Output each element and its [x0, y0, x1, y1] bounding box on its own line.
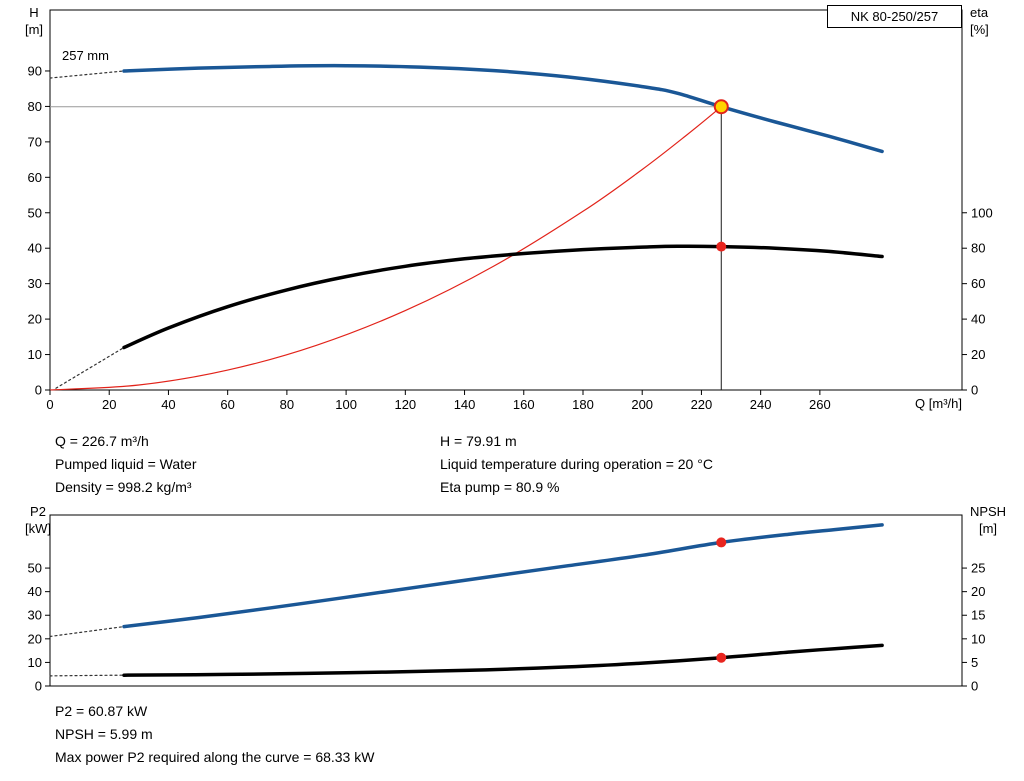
y-left-tick-label: 60 [28, 170, 42, 185]
head-curve [122, 63, 884, 154]
y-left-tick-label: 30 [28, 276, 42, 291]
y-left-tick-label: 20 [28, 312, 42, 327]
y-right-tick-label: 100 [971, 205, 993, 220]
x-tick-label: 60 [220, 397, 234, 412]
npsh-curve-dashed [49, 674, 125, 677]
p2-value: P2 = 60.87 kW [55, 703, 148, 719]
eta-axis-unit: [%] [970, 22, 989, 37]
head-curve-dashed [49, 70, 125, 79]
x-tick-label: 40 [161, 397, 175, 412]
duty-point-marker [713, 99, 729, 115]
npsh-axis-symbol: NPSH [969, 504, 1007, 519]
h-axis-symbol: H [29, 5, 39, 20]
eta-curve [122, 244, 884, 350]
eta-pump: Eta pump = 80.9 % [440, 479, 560, 495]
duty-info-left: Q = 226.7 m³/h Pumped liquid = Water Den… [55, 430, 197, 499]
y-right-tick-label: 40 [971, 312, 985, 327]
y-right-tick-label: 0 [971, 679, 978, 694]
y-left-tick-label: 0 [35, 383, 42, 398]
y-left-tick-label: 50 [28, 205, 42, 220]
p2-duty-marker [716, 537, 727, 548]
hq-eta-chart: 0 10 20 30 40 50 60 70 80 90 0 20 40 60 80 100 0 20 40 60 80… [28, 9, 993, 412]
y-left-tick-label: 0 [35, 679, 42, 694]
h-axis-title: H [m] [16, 4, 52, 38]
plot-frame [49, 514, 963, 687]
x-tick-label: 100 [335, 397, 357, 412]
y-right-tick-label: 0 [971, 383, 978, 398]
eta-axis-title: eta [%] [970, 4, 1016, 38]
x-tick-label: 220 [691, 397, 713, 412]
x-tick-label: 0 [46, 397, 53, 412]
x-tick-label: 200 [631, 397, 653, 412]
pump-name: NK 80-250/257 [850, 9, 939, 24]
y-right-tick-label: 80 [971, 241, 985, 256]
p2-axis-title: P2 [kW] [16, 503, 60, 537]
p2-curve-dashed [49, 625, 125, 638]
density: Density = 998.2 kg/m³ [55, 479, 192, 495]
y-left-tick-label: 80 [28, 99, 42, 114]
x-tick-label: 80 [280, 397, 294, 412]
npsh-curve [122, 643, 884, 677]
npsh-duty-marker [716, 652, 727, 663]
y-right-tick-label: 20 [971, 584, 985, 599]
y-left-tick-label: 20 [28, 631, 42, 646]
q-axis-title: Q [m³/h] [915, 396, 962, 411]
npsh-value: NPSH = 5.99 m [55, 726, 153, 742]
npsh-axis-unit: [m] [978, 521, 998, 536]
y-right-tick-label: 25 [971, 561, 985, 576]
eta-axis-symbol: eta [970, 5, 989, 20]
result-info: P2 = 60.87 kW NPSH = 5.99 m Max power P2… [55, 700, 374, 769]
p2-axis-symbol: P2 [30, 504, 46, 519]
p2-axis-unit: [kW] [25, 521, 51, 536]
x-tick-label: 160 [513, 397, 535, 412]
eta-curve-dashed [55, 346, 125, 389]
y-left-tick-label: 70 [28, 134, 42, 149]
x-tick-label: 120 [394, 397, 416, 412]
pump-name-box: NK 80-250/257 [827, 5, 962, 28]
npsh-axis-title: NPSH [m] [962, 503, 1014, 537]
y-left-tick-label: 10 [28, 655, 42, 670]
x-tick-label: 20 [102, 397, 116, 412]
q-value: Q = 226.7 m³/h [55, 433, 149, 449]
y-left-tick-label: 50 [28, 561, 42, 576]
max-power: Max power P2 required along the curve = … [55, 749, 375, 765]
y-left-tick-label: 30 [28, 608, 42, 623]
y-right-tick-label: 5 [971, 655, 978, 670]
p2-curve [122, 523, 884, 629]
p2-npsh-chart: 0 10 20 30 40 50 0 5 10 15 20 25 [28, 514, 985, 694]
impeller-diameter-label: 257 mm [62, 48, 109, 63]
h-axis-unit: [m] [24, 22, 44, 37]
y-left-tick-label: 40 [28, 584, 42, 599]
x-tick-label: 260 [809, 397, 831, 412]
y-left-tick-label: 10 [28, 347, 42, 362]
y-right-tick-label: 60 [971, 276, 985, 291]
y-left-tick-label: 90 [28, 63, 42, 78]
y-right-tick-label: 20 [971, 347, 985, 362]
y-right-tick-label: 15 [971, 608, 985, 623]
y-left-tick-label: 40 [28, 241, 42, 256]
eta-duty-marker [716, 241, 727, 252]
pumped-liquid: Pumped liquid = Water [55, 456, 197, 472]
x-tick-label: 240 [750, 397, 772, 412]
liquid-temperature: Liquid temperature during operation = 20… [440, 456, 713, 472]
x-tick-label: 140 [454, 397, 476, 412]
affinity-parabola [49, 106, 722, 391]
h-value: H = 79.91 m [440, 433, 517, 449]
y-right-tick-label: 10 [971, 631, 985, 646]
x-tick-label: 180 [572, 397, 594, 412]
plot-frame [49, 9, 963, 391]
duty-info-right: H = 79.91 m Liquid temperature during op… [440, 430, 713, 499]
